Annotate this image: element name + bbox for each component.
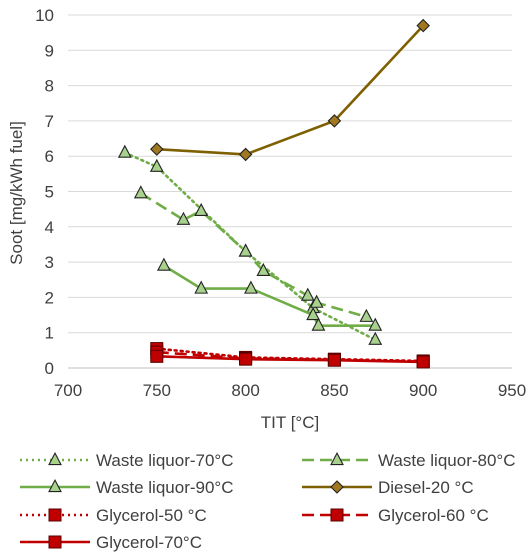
series-line-2 [163, 264, 376, 327]
point-6-0 [150, 349, 164, 363]
x-tick-label-4: 900 [409, 381, 437, 400]
y-tick-label-10: 10 [35, 6, 54, 25]
point-2-0 [156, 257, 171, 271]
point-0-4 [368, 331, 383, 345]
legend-item-5: Glycerol-60 °C [302, 506, 489, 525]
legend-label-4: Glycerol-50 °C [96, 506, 207, 525]
y-tick-label-0: 0 [45, 359, 54, 378]
x-tick-label-3: 850 [320, 381, 348, 400]
y-tick-label-1: 1 [45, 324, 54, 343]
legend-label-6: Glycerol-70°C [96, 533, 202, 552]
point-6-2 [327, 353, 341, 367]
series-line-6 [156, 355, 424, 364]
x-tick-label-2: 800 [231, 381, 259, 400]
x-axis-label: TIT [°C] [261, 413, 319, 432]
legend-label-5: Glycerol-60 °C [378, 506, 489, 525]
legend-label-0: Waste liquor-70°C [96, 451, 234, 470]
point-1-7 [359, 308, 374, 322]
point-1-3 [238, 243, 253, 257]
legend-label-2: Waste liquor-90°C [96, 478, 234, 497]
gridlines [68, 14, 512, 334]
series-4 [150, 342, 430, 368]
y-tick-label-9: 9 [45, 41, 54, 60]
legend: Waste liquor-70°C Waste liquor-80°C Waste … [20, 451, 516, 552]
point-1-5 [300, 287, 315, 301]
legend-item-2: Waste liquor-90°C [20, 478, 234, 497]
legend-label-1: Waste liquor-80°C [378, 451, 516, 470]
x-tick-label-1: 750 [143, 381, 171, 400]
series-line-3 [156, 24, 425, 156]
legend-item-0: Waste liquor-70°C [20, 451, 234, 470]
legend-marker-4 [48, 508, 62, 522]
legend-marker-1 [330, 451, 344, 466]
y-tick-label-5: 5 [45, 183, 54, 202]
point-2-3 [306, 307, 320, 321]
point-1-0 [133, 185, 148, 199]
y-tick-label-7: 7 [45, 112, 54, 131]
x-tick-label-5: 950 [498, 381, 526, 400]
series-line-1 [140, 192, 367, 319]
y-tick-label-2: 2 [45, 288, 54, 307]
legend-marker-5 [330, 508, 344, 522]
series-0 [117, 144, 383, 345]
y-tick-label-8: 8 [45, 77, 54, 96]
point-1-4 [256, 262, 271, 277]
point-1-2 [194, 202, 209, 217]
legend-marker-6 [48, 535, 62, 549]
x-tick-labels: 700 750 800 850 900 950 [54, 381, 526, 400]
point-3-3 [416, 18, 430, 33]
point-2-5 [368, 317, 383, 331]
series-line-0 [123, 151, 377, 342]
legend-item-3: Diesel-20 °C [302, 478, 474, 497]
point-0-0 [117, 144, 132, 158]
point-6-1 [239, 352, 253, 366]
point-3-0 [150, 142, 164, 156]
point-1-1 [176, 211, 191, 225]
point-2-1 [194, 280, 209, 294]
point-2-4 [311, 317, 326, 331]
point-0-1 [149, 158, 164, 172]
x-tick-label-0: 700 [54, 381, 82, 400]
point-3-1 [238, 147, 253, 162]
y-tick-label-6: 6 [45, 147, 54, 166]
y-tick-label-3: 3 [45, 253, 54, 272]
point-3-2 [327, 114, 342, 128]
legend-marker-0 [48, 451, 62, 466]
point-1-6 [309, 294, 324, 308]
legend-item-4: Glycerol-50 °C [20, 506, 207, 525]
legend-marker-3 [330, 480, 344, 494]
point-6-3 [416, 355, 430, 369]
series-1 [133, 185, 374, 322]
y-tick-labels: 0 1 2 3 4 5 6 7 8 9 10 [35, 6, 54, 378]
y-axis-label: Soot [mg/kWh fuel] [7, 121, 26, 265]
legend-label-3: Diesel-20 °C [378, 478, 474, 497]
series-6 [150, 349, 430, 369]
point-2-2 [244, 280, 258, 294]
legend-item-1: Waste liquor-80°C [302, 451, 516, 470]
y-tick-label-4: 4 [45, 218, 54, 237]
series-group [117, 18, 430, 369]
series-3 [150, 18, 430, 162]
legend-item-6: Glycerol-70°C [20, 533, 202, 552]
series-2 [156, 257, 383, 331]
legend-marker-2 [48, 478, 62, 493]
